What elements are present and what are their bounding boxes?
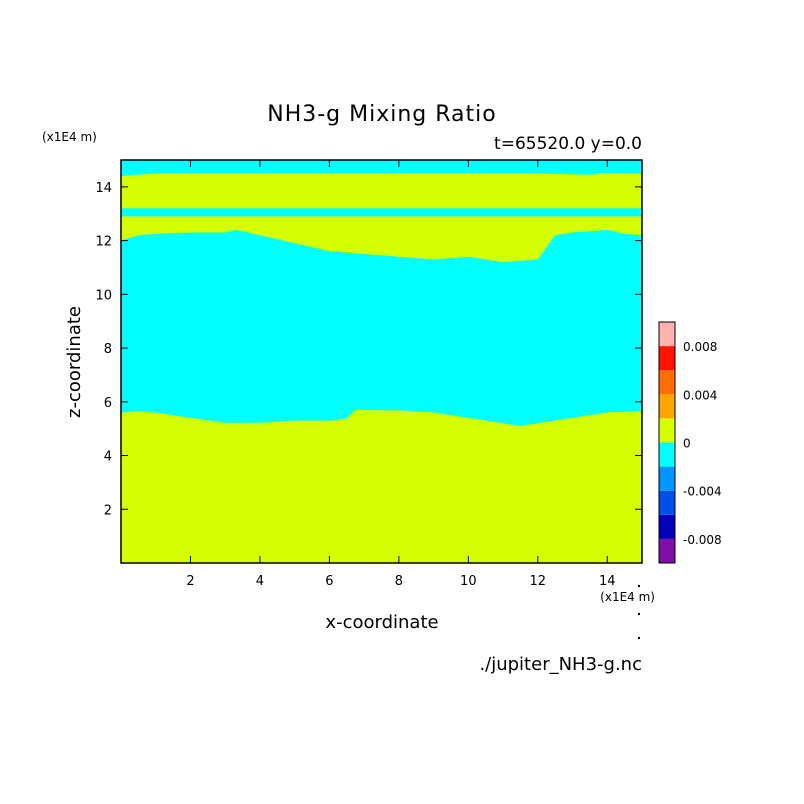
source-file-label: ./jupiter_NH3-g.nc xyxy=(479,654,642,675)
plot-area: 2 4 6 8 10 12 14 2 4 6 8 10 12 14 xyxy=(95,159,643,589)
x-axis-label: x-coordinate xyxy=(325,612,438,633)
region-top-strip xyxy=(121,160,642,174)
chart-subtitle: t=65520.0 y=0.0 xyxy=(494,134,642,154)
y-axis-label: z-coordinate xyxy=(64,306,85,418)
colorbar-tick-label: 0.004 xyxy=(683,388,717,402)
plot-frame xyxy=(120,159,643,564)
x-tick-label: 12 xyxy=(530,574,547,589)
colorbar-segment xyxy=(659,538,675,563)
marker-dot xyxy=(638,637,640,639)
colorbar-segment xyxy=(659,322,675,347)
colorbar-frame xyxy=(658,321,676,564)
chart-title: NH3-g Mixing Ratio xyxy=(267,102,497,127)
y-tick-label: 6 xyxy=(104,396,112,411)
y-tick-label: 2 xyxy=(104,503,112,518)
marker-dot xyxy=(638,585,640,587)
colorbar-segment xyxy=(659,418,675,443)
y-unit-label: (x1E4 m) xyxy=(42,130,97,144)
y-tick-label: 4 xyxy=(104,450,112,465)
colorbar-segment xyxy=(659,514,675,539)
colorbar-segment xyxy=(659,370,675,395)
region-lower-layer xyxy=(121,409,642,563)
colorbar: 0.008 0.004 0 -0.004 -0.008 xyxy=(658,321,722,564)
y-tick-label: 12 xyxy=(95,235,112,250)
colorbar-tick-label: -0.008 xyxy=(683,533,722,547)
x-tick-label: 8 xyxy=(395,574,403,589)
marker-dot xyxy=(638,613,640,615)
x-tick-label: 4 xyxy=(256,574,264,589)
y-tick-label: 10 xyxy=(95,288,112,303)
x-unit-label: (x1E4 m) xyxy=(600,590,655,604)
colorbar-tick-label: 0.008 xyxy=(683,340,717,354)
colorbar-segment xyxy=(659,394,675,419)
colorbar-tick-label: 0 xyxy=(683,437,691,451)
colorbar-segment xyxy=(659,466,675,491)
x-tick-label: 6 xyxy=(325,574,333,589)
x-tick-label: 10 xyxy=(460,574,477,589)
x-tick-label: 2 xyxy=(186,574,194,589)
region-upper-strip xyxy=(121,208,642,217)
colorbar-segment xyxy=(659,346,675,371)
x-tick-label: 14 xyxy=(599,574,616,589)
colorbar-segment xyxy=(659,490,675,515)
colorbar-tick-label: -0.004 xyxy=(683,485,722,499)
y-tick-label: 8 xyxy=(104,342,112,357)
colorbar-segment xyxy=(659,442,675,467)
y-tick-label: 14 xyxy=(95,181,112,196)
